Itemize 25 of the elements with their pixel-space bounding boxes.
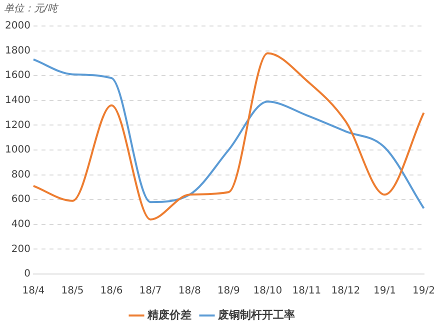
y-tick-label: 1200 xyxy=(4,120,30,131)
x-tick-label: 19/2 xyxy=(412,286,436,297)
y-tick-label: 600 xyxy=(11,194,30,206)
y-tick-label: 800 xyxy=(11,169,30,180)
text: 单位：元/吨 xyxy=(4,2,60,15)
legend-label: 废铜制杆开工率 xyxy=(217,308,295,322)
x-tick-label: 18/4 xyxy=(22,286,45,297)
y-tick-label: 400 xyxy=(11,218,30,230)
x-tick-label: 18/10 xyxy=(253,286,282,297)
y-tick-label: 1800 xyxy=(4,45,30,56)
y-tick-label: 0 xyxy=(24,268,30,280)
x-tick-label: 18/6 xyxy=(100,286,123,297)
x-tick-label: 18/7 xyxy=(139,286,162,297)
x-tick-label: 19/1 xyxy=(374,286,396,297)
y-tick-label: 2000 xyxy=(4,20,30,32)
legend-label: 精废价差 xyxy=(146,308,192,322)
x-tick-label: 18/11 xyxy=(292,286,322,297)
y-tick-label: 1400 xyxy=(4,94,30,106)
y-tick-label: 200 xyxy=(11,244,30,255)
x-tick-label: 18/5 xyxy=(61,286,84,297)
x-tick-label: 18/8 xyxy=(178,286,201,297)
x-tick-label: 18/12 xyxy=(331,286,360,297)
y-tick-label: 1600 xyxy=(4,70,30,82)
y-tick-label: 1000 xyxy=(4,144,30,156)
x-tick-label: 18/9 xyxy=(217,286,240,297)
